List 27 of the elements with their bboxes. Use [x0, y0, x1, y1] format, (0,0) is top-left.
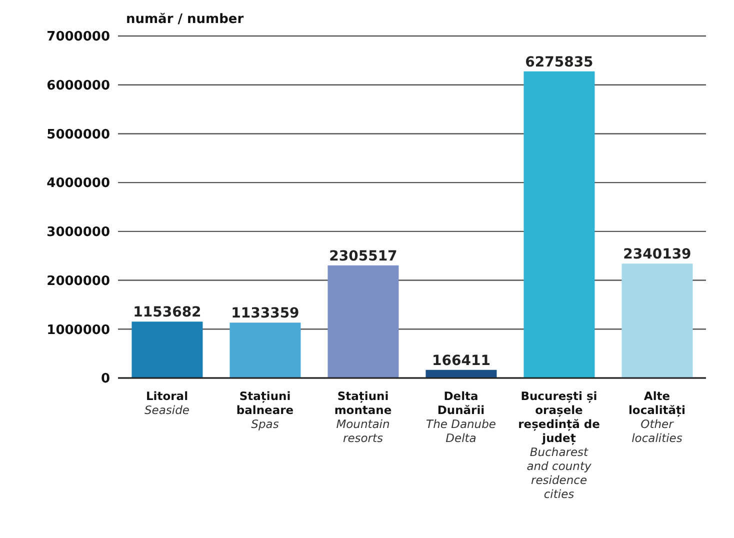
x-tick-label: Alte localități Other localities	[628, 389, 686, 445]
y-tick-label: 2000000	[46, 274, 110, 289]
data-label: 1153682	[133, 304, 202, 321]
x-tick-label: Delta Dunării The Danube Delta	[426, 389, 496, 445]
bar	[622, 264, 693, 378]
y-tick-label: 3000000	[46, 225, 110, 240]
data-label: 2340139	[623, 246, 692, 263]
x-tick-label: Stațiuni balneare Spas	[236, 389, 294, 431]
bar	[328, 265, 399, 378]
x-tick-label: București și orașele reședință de județ Bucharest and county residence cities	[518, 389, 600, 501]
bar	[524, 71, 595, 378]
data-label: 2305517	[329, 248, 398, 264]
data-label: 166411	[432, 352, 490, 369]
y-tick-label: 5000000	[46, 127, 110, 142]
bar	[230, 322, 301, 378]
y-tick-label: 1000000	[46, 322, 110, 338]
bar	[426, 370, 497, 378]
data-label: 6275835	[525, 54, 594, 70]
y-tick-label: 0	[100, 372, 110, 387]
data-label: 1133359	[231, 306, 300, 322]
y-axis-title: număr / number	[126, 12, 244, 27]
x-tick-label: Litoral Seaside	[144, 389, 190, 417]
bar	[132, 322, 203, 378]
y-tick-label: 4000000	[46, 176, 110, 192]
x-tick-label: Stațiuni montane Mountain resorts	[334, 389, 392, 445]
y-tick-label: 6000000	[46, 78, 110, 94]
y-tick-label: 7000000	[46, 30, 110, 45]
